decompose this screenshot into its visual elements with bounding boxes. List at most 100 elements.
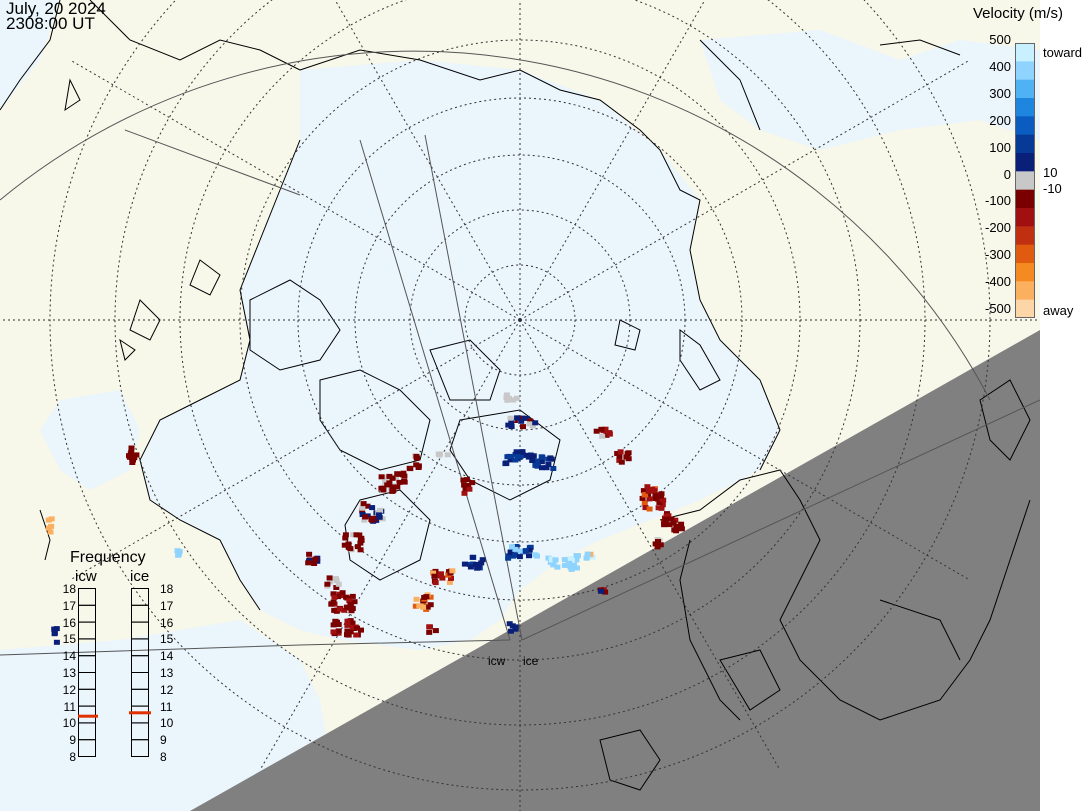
radar-velocity-cell [312, 556, 319, 562]
colorbar-swatch [1015, 153, 1035, 172]
radar-velocity-cell [394, 471, 401, 477]
radar-velocity-cell [640, 488, 647, 494]
radar-velocity-cell [512, 624, 519, 630]
radar-velocity-cell [330, 591, 337, 597]
radar-velocity-cell [474, 565, 481, 571]
ice-frequency-tick: 16 [160, 615, 174, 630]
radar-velocity-cell [430, 570, 437, 576]
radar-velocity-cell [400, 472, 406, 478]
radar-velocity-cell [568, 566, 575, 572]
colorbar-swatch [1015, 281, 1035, 301]
radar-velocity-cell [339, 590, 346, 596]
radar-velocity-cell [369, 505, 376, 511]
frequency-bin [131, 655, 149, 673]
radar-velocity-cell [508, 419, 515, 425]
velocity-tick-label: 0 [1003, 166, 1011, 182]
radar-velocity-cell [349, 625, 356, 630]
ice-frequency-tick: 10 [160, 716, 174, 731]
radar-velocity-cell [532, 420, 539, 426]
frequency-bin [131, 705, 149, 724]
radar-velocity-cell [529, 423, 536, 429]
radar-velocity-cell [526, 421, 533, 427]
radar-velocity-cell [661, 522, 668, 528]
radar-velocity-cell [526, 553, 532, 559]
radar-velocity-cell [390, 488, 397, 494]
radar-velocity-cell [426, 629, 433, 635]
radar-velocity-cell [526, 547, 533, 553]
toward-label: toward [1043, 45, 1083, 60]
frequency-bin [78, 604, 96, 623]
radar-velocity-cell [446, 579, 453, 585]
velocity-tick-label: -400 [985, 274, 1012, 290]
radar-velocity-cell [432, 628, 439, 634]
icw-frequency-tick: 12 [62, 682, 76, 697]
radar-velocity-cell [512, 546, 519, 552]
radar-velocity-cell [345, 544, 352, 550]
radar-velocity-cell [573, 557, 580, 563]
radar-velocity-cell [357, 540, 364, 546]
ice-frequency-tick: 9 [160, 733, 167, 748]
radar-velocity-cell [449, 568, 456, 574]
radar-velocity-cell [426, 624, 433, 630]
radar-velocity-cell [507, 457, 514, 463]
radar-velocity-cell [670, 520, 677, 526]
radar-velocity-cell [130, 457, 136, 463]
ice-frequency-tick: 18 [160, 582, 174, 596]
frequency-bin [131, 588, 149, 606]
frequency-bin [78, 739, 96, 757]
radar-velocity-cell [330, 599, 337, 605]
arctic-ocean [0, 0, 780, 650]
radar-velocity-cell [545, 555, 552, 561]
radar-velocity-cell [311, 561, 318, 566]
radar-velocity-cell [602, 589, 609, 595]
radar-velocity-cell [522, 548, 529, 554]
radar-velocity-cell [461, 490, 468, 496]
radar-velocity-cell [671, 527, 678, 533]
radar-velocity-cell [436, 452, 443, 458]
radar-velocity-cell [654, 544, 661, 550]
radar-velocity-cell [523, 415, 530, 421]
radar-velocity-cell [527, 544, 534, 550]
radar-velocity-cell [332, 576, 339, 582]
radar-velocity-cell [361, 517, 368, 523]
radar-velocity-cell [552, 557, 559, 563]
radar-velocity-cell [128, 445, 135, 451]
radar-velocity-cell [666, 522, 673, 528]
radar-velocity-cell [331, 607, 338, 613]
colorbar-swatch [1015, 226, 1035, 246]
colorbar-swatch [1015, 116, 1035, 136]
radar-velocity-cell [423, 604, 430, 610]
radar-velocity-cell [394, 484, 401, 490]
radar-velocity-cell [324, 581, 331, 587]
ice-frequency-tick: 12 [160, 682, 174, 697]
radar-velocity-cell [641, 500, 648, 506]
radar-velocity-cell [519, 415, 526, 421]
radar-velocity-cell [519, 449, 526, 455]
ice-frequency-marker [129, 711, 151, 715]
radar-velocity-cell [347, 601, 354, 607]
radar-velocity-cell [359, 505, 366, 511]
radar-velocity-cell [415, 465, 422, 470]
radar-velocity-cell [583, 555, 590, 561]
radar-velocity-cell [512, 457, 519, 463]
radar-velocity-cell [606, 430, 613, 436]
radar-velocity-cell [344, 618, 351, 624]
radar-velocity-cell [349, 620, 356, 626]
radar-velocity-cell [573, 553, 580, 558]
radar-velocity-cell [427, 602, 434, 608]
radar-velocity-cell [45, 517, 52, 523]
velocity-tick-label: -300 [985, 247, 1012, 263]
radar-velocity-cell [655, 505, 662, 511]
radar-velocity-cell [341, 542, 348, 548]
ice-frequency-tick: 11 [160, 699, 173, 714]
radar-velocity-cell [341, 607, 348, 613]
radar-velocity-cell [444, 452, 451, 458]
radar-velocity-cell [354, 544, 361, 550]
icw-frequency-header: icw [75, 568, 97, 585]
colorbar-swatch [1015, 189, 1035, 209]
radar-velocity-cell [598, 588, 605, 594]
polar-radar-map [0, 0, 1040, 811]
velocity-tick-label: 300 [989, 85, 1011, 101]
radar-velocity-cell [51, 626, 58, 632]
radar-velocity-cell [571, 562, 578, 568]
